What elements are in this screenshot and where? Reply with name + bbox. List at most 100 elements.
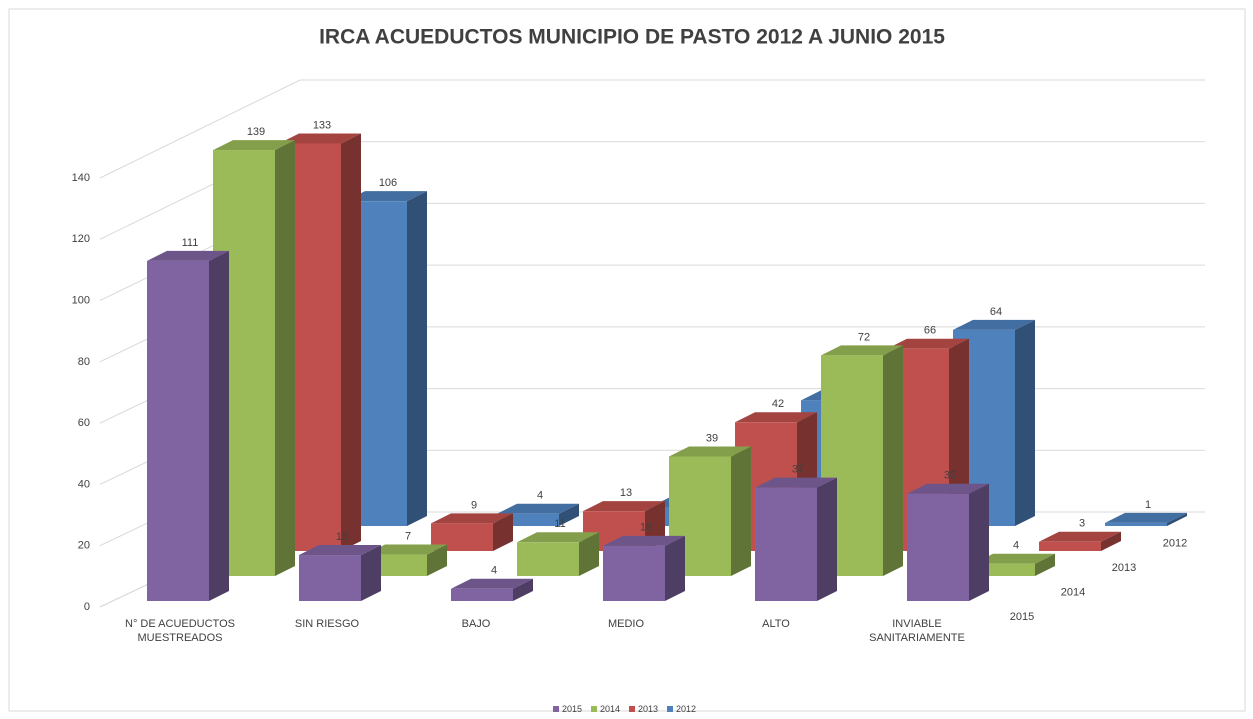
bar-side xyxy=(731,446,751,576)
bar xyxy=(1105,512,1187,526)
bar-top xyxy=(973,553,1055,564)
legend-label: 2013 xyxy=(638,704,658,714)
bar-top xyxy=(213,140,295,151)
value-label: 39 xyxy=(706,432,718,444)
chart-border xyxy=(8,8,1246,712)
bar xyxy=(147,250,229,601)
y-tick-label: 100 xyxy=(72,294,90,306)
x-tick-label: MEDIO xyxy=(607,618,645,630)
chart-title: IRCA ACUEDUCTOS MUNICIPIO DE PASTO 2012 … xyxy=(319,26,945,49)
bar-top xyxy=(147,250,229,261)
bar-front xyxy=(755,487,817,601)
legend-label: 2014 xyxy=(600,704,620,714)
legend-swatch xyxy=(591,706,597,712)
bar-top xyxy=(1039,531,1121,542)
y-tick-label: 120 xyxy=(72,233,90,245)
bar-front xyxy=(517,542,579,576)
bar-side xyxy=(817,477,837,601)
bar-top xyxy=(907,483,989,494)
value-label: 106 xyxy=(379,177,397,189)
bar-top xyxy=(299,545,381,556)
bar-top xyxy=(517,532,599,543)
bar-top xyxy=(451,578,533,589)
bar-side xyxy=(209,250,229,601)
depth-label: 2014 xyxy=(1061,586,1085,598)
bar-front xyxy=(1105,522,1167,526)
bar xyxy=(517,532,599,576)
x-tick-label: N° DE ACUEDUCTOS MUESTREADOS xyxy=(125,618,235,644)
bar-front xyxy=(907,493,969,601)
bar-top xyxy=(755,477,837,488)
bar-side xyxy=(1101,531,1121,551)
bar xyxy=(603,535,685,601)
depth-label: 2015 xyxy=(1010,611,1034,623)
bar-top xyxy=(431,513,513,524)
bar-side xyxy=(665,535,685,601)
bar-top xyxy=(953,319,1035,330)
bar-front xyxy=(451,588,513,601)
bar-side xyxy=(883,345,903,576)
bar-top xyxy=(735,412,817,423)
value-label: 35 xyxy=(944,470,956,482)
value-label: 18 xyxy=(640,522,652,534)
value-label: 4 xyxy=(537,490,543,502)
bar-top xyxy=(583,501,665,512)
bar-side xyxy=(1167,512,1187,526)
bar-side xyxy=(407,191,427,526)
legend-label: 2015 xyxy=(562,704,582,714)
bar-front xyxy=(299,555,361,601)
bar-top xyxy=(1105,512,1187,523)
value-label: 13 xyxy=(620,487,632,499)
bar xyxy=(1039,531,1121,551)
bar-side xyxy=(341,133,361,551)
value-label: 7 xyxy=(405,530,411,542)
bar xyxy=(907,483,989,601)
y-tick-label: 60 xyxy=(78,417,90,429)
value-label: 11 xyxy=(554,518,565,530)
value-label: 133 xyxy=(313,119,331,131)
bar-side xyxy=(275,140,295,577)
bar-side xyxy=(579,532,599,576)
bar-side xyxy=(427,544,447,576)
depth-label: 2012 xyxy=(1163,537,1187,549)
legend-swatch xyxy=(629,706,635,712)
bar-front xyxy=(603,545,665,601)
value-label: 15 xyxy=(336,531,348,543)
bar-front xyxy=(1039,541,1101,551)
bar-side xyxy=(493,513,513,551)
x-tick-label: ALTO xyxy=(762,618,790,630)
bar-side xyxy=(1015,319,1035,526)
legend-swatch xyxy=(667,706,673,712)
y-tick-label: 80 xyxy=(78,356,90,368)
x-tick-label: BAJO xyxy=(461,618,491,630)
bar xyxy=(299,545,381,601)
bar-top xyxy=(365,544,447,555)
legend-label: 2012 xyxy=(676,704,696,714)
value-label: 66 xyxy=(924,325,936,337)
bar-front xyxy=(147,260,209,601)
y-tick-label: 0 xyxy=(84,601,90,613)
y-tick-label: 40 xyxy=(78,478,90,490)
bar-top xyxy=(821,345,903,356)
y-tick-label: 140 xyxy=(72,172,90,184)
value-label: 4 xyxy=(491,565,497,577)
x-tick-label: INVIABLE SANITARIAMENTE xyxy=(869,618,965,644)
legend-swatch xyxy=(553,706,559,712)
grid-line xyxy=(99,79,301,179)
bar-top xyxy=(345,191,427,202)
value-label: 4 xyxy=(1013,540,1019,552)
bar xyxy=(451,578,533,601)
value-label: 3 xyxy=(1079,518,1085,530)
bar-top xyxy=(497,503,579,514)
value-label: 111 xyxy=(182,237,199,249)
bar-side xyxy=(361,545,381,601)
bar-side xyxy=(1035,553,1055,576)
bar xyxy=(755,477,837,601)
y-tick-label: 20 xyxy=(78,540,90,552)
bar-top xyxy=(669,446,751,457)
value-label: 42 xyxy=(772,398,784,410)
value-label: 72 xyxy=(858,331,870,343)
x-tick-label: SIN RIESGO xyxy=(294,618,360,630)
